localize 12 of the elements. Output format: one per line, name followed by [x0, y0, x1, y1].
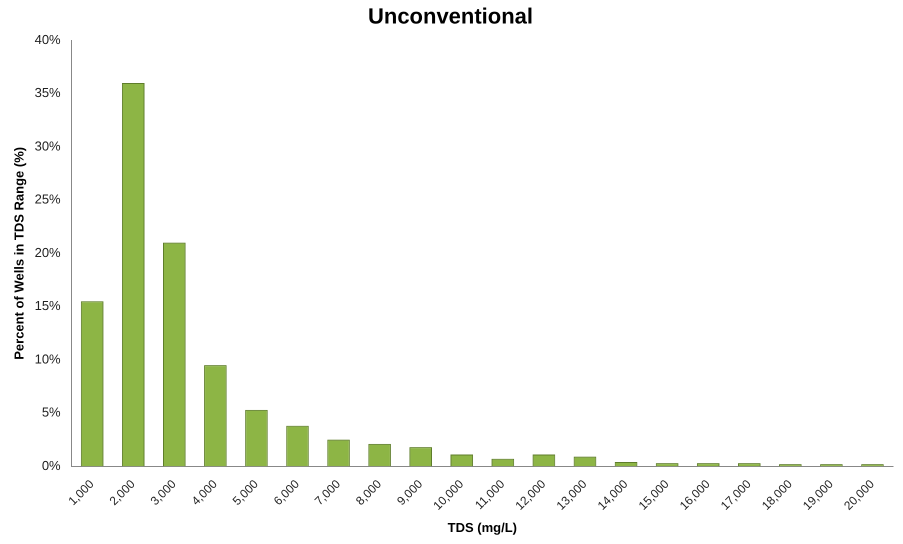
- y-tick-label: 5%: [42, 404, 62, 420]
- y-tick-label: 10%: [34, 351, 62, 366]
- y-tick-label: 25%: [34, 192, 62, 207]
- y-tick-label: 40%: [34, 32, 62, 47]
- x-axis-title: TDS (mg/L): [448, 520, 517, 535]
- y-axis-title: Percent of Wells in TDS Range (%): [11, 146, 26, 360]
- y-tick-label: 30%: [34, 138, 62, 154]
- y-tick-label: 0%: [42, 458, 62, 473]
- y-tick-label: 20%: [34, 244, 62, 260]
- y-tick-label: 15%: [34, 298, 62, 314]
- y-tick-label: 35%: [34, 85, 62, 100]
- chart-title: Unconventional: [368, 3, 534, 28]
